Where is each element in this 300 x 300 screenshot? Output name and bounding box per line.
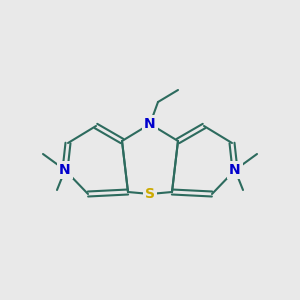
- Text: N: N: [144, 117, 156, 131]
- Text: N: N: [59, 163, 71, 177]
- Text: N: N: [229, 163, 241, 177]
- Text: S: S: [145, 187, 155, 201]
